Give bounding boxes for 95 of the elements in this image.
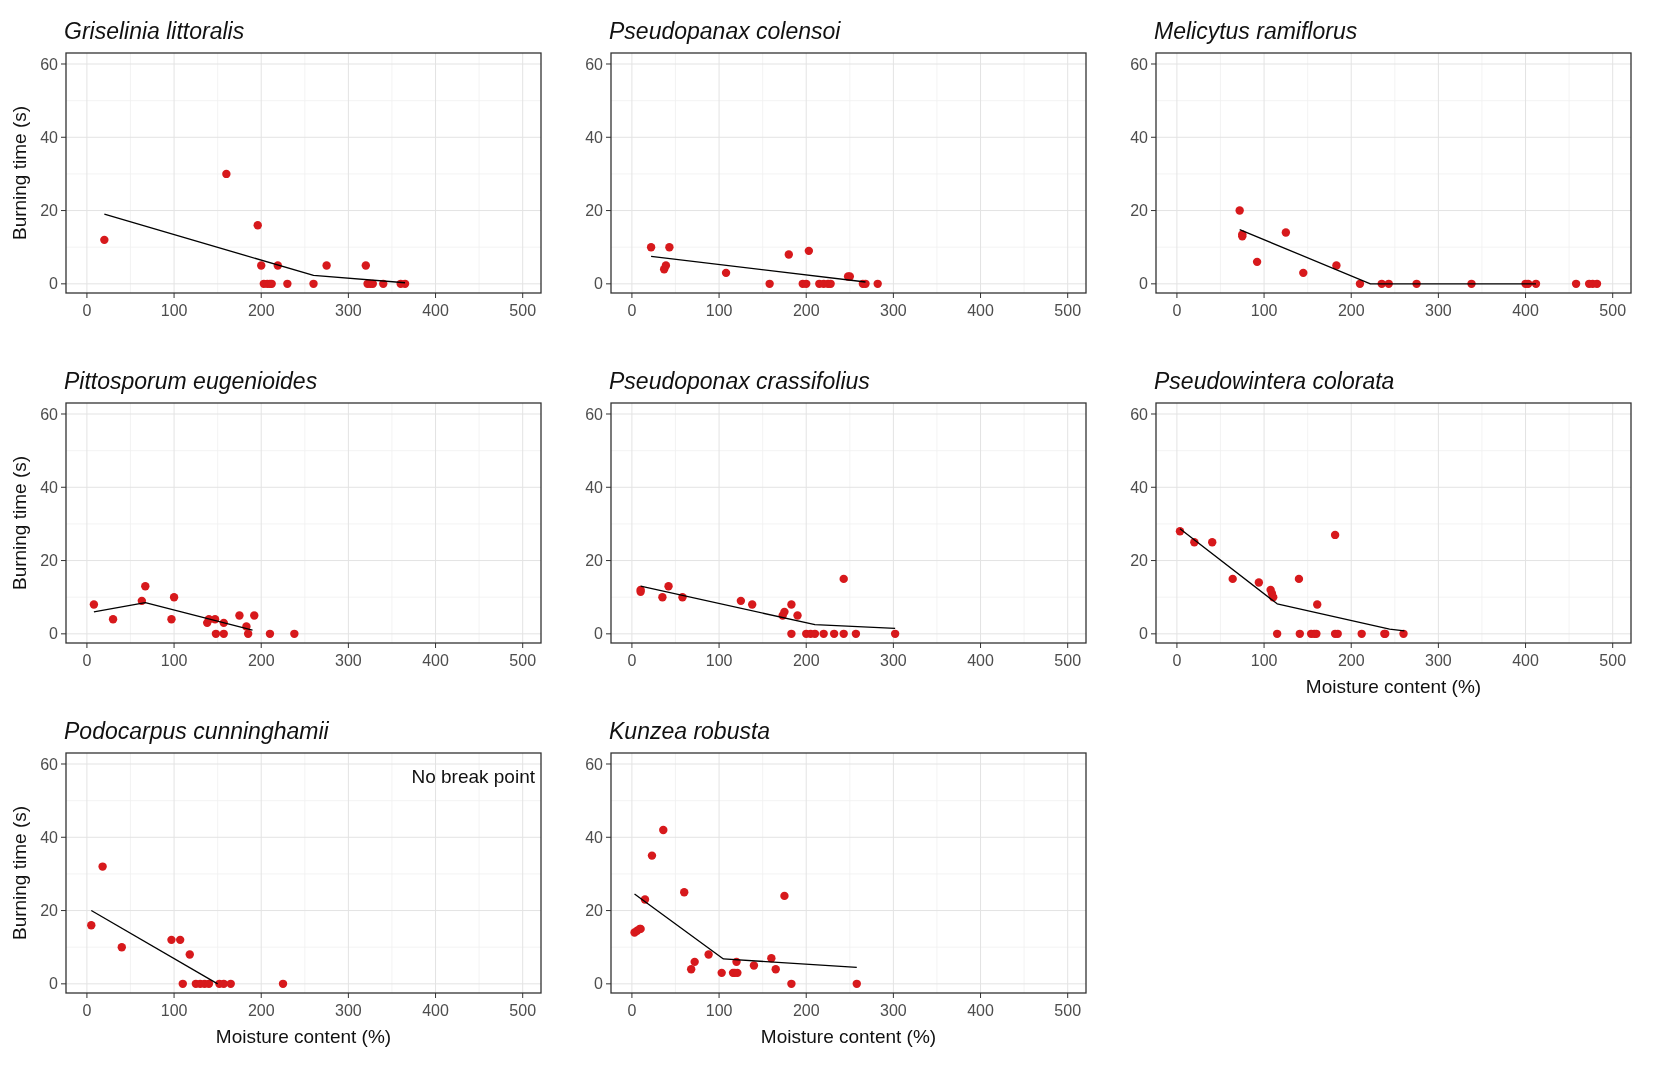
x-tick-label: 100 xyxy=(1250,652,1278,669)
chart-title: Pseudopanax colensoi xyxy=(609,18,842,44)
y-tick-label: 0 xyxy=(49,625,59,643)
y-tick-label: 20 xyxy=(1130,552,1149,570)
x-tick-label: 0 xyxy=(1172,302,1182,319)
y-tick-label: 20 xyxy=(40,202,59,220)
x-tick-label: 0 xyxy=(82,302,92,319)
x-tick-label: 400 xyxy=(967,302,994,319)
x-tick-label: 300 xyxy=(1425,652,1452,669)
chart-title: Kunzea robusta xyxy=(609,718,771,744)
x-tick-label: 500 xyxy=(1054,1002,1082,1019)
x-tick-label: 100 xyxy=(705,302,733,319)
x-tick-label: 0 xyxy=(1172,652,1182,669)
x-tick-label: 200 xyxy=(792,302,820,319)
x-tick-label: 200 xyxy=(1337,302,1365,319)
y-tick-label: 0 xyxy=(1139,275,1149,293)
chart-title: Melicytus ramiflorus xyxy=(1154,18,1358,44)
x-tick-label: 0 xyxy=(82,1002,92,1019)
y-axis-title: Burning time (s) xyxy=(9,805,30,941)
x-tick-label: 400 xyxy=(422,1002,449,1019)
y-tick-label: 40 xyxy=(1130,128,1149,146)
x-tick-label: 100 xyxy=(705,652,733,669)
x-tick-label: 500 xyxy=(1599,652,1627,669)
x-tick-label: 100 xyxy=(1250,302,1278,319)
x-tick-label: 300 xyxy=(880,652,907,669)
x-tick-label: 300 xyxy=(880,1002,907,1019)
y-tick-label: 60 xyxy=(40,755,59,773)
x-tick-label: 500 xyxy=(1599,302,1627,319)
y-tick-label: 40 xyxy=(40,828,59,846)
y-tick-label: 0 xyxy=(49,975,59,993)
x-tick-label: 100 xyxy=(160,652,188,669)
y-axis-title: Burning time (s) xyxy=(9,455,30,591)
chart-title: Pseudowintera colorata xyxy=(1154,368,1395,394)
x-tick-label: 0 xyxy=(627,1002,637,1019)
y-tick-label: 0 xyxy=(594,275,604,293)
x-tick-label: 400 xyxy=(1512,302,1539,319)
chart-title: Pseudoponax crassifolius xyxy=(609,368,871,394)
y-tick-label: 40 xyxy=(1130,478,1149,496)
x-tick-label: 500 xyxy=(509,652,537,669)
x-tick-label: 0 xyxy=(82,652,92,669)
y-tick-label: 40 xyxy=(585,828,604,846)
y-tick-label: 20 xyxy=(40,552,59,570)
y-tick-label: 20 xyxy=(585,902,604,920)
y-tick-label: 20 xyxy=(585,552,604,570)
x-tick-label: 500 xyxy=(1054,652,1082,669)
y-tick-label: 0 xyxy=(594,975,604,993)
x-tick-label: 400 xyxy=(967,1002,994,1019)
x-tick-label: 300 xyxy=(335,652,362,669)
x-tick-label: 300 xyxy=(880,302,907,319)
x-tick-label: 200 xyxy=(792,1002,820,1019)
chart-title: Griselinia littoralis xyxy=(64,18,245,44)
y-tick-label: 0 xyxy=(1139,625,1149,643)
y-tick-label: 60 xyxy=(585,755,604,773)
x-axis-title: Moisture content (%) xyxy=(760,1026,937,1047)
x-axis-title: Moisture content (%) xyxy=(1305,676,1482,697)
y-tick-label: 20 xyxy=(1130,202,1149,220)
x-tick-label: 300 xyxy=(335,302,362,319)
x-tick-label: 200 xyxy=(1337,652,1365,669)
y-tick-label: 60 xyxy=(40,405,59,423)
chart-title: Pittosporum eugenioides xyxy=(64,368,318,394)
x-tick-label: 500 xyxy=(509,1002,537,1019)
x-tick-label: 500 xyxy=(509,302,537,319)
y-tick-label: 40 xyxy=(40,128,59,146)
x-tick-label: 100 xyxy=(160,302,188,319)
y-tick-label: 40 xyxy=(40,478,59,496)
y-tick-label: 60 xyxy=(585,55,604,73)
x-tick-label: 200 xyxy=(247,652,275,669)
x-axis-title: Moisture content (%) xyxy=(215,1026,392,1047)
y-tick-label: 0 xyxy=(594,625,604,643)
y-tick-label: 40 xyxy=(585,128,604,146)
x-tick-label: 100 xyxy=(160,1002,188,1019)
y-tick-label: 20 xyxy=(585,202,604,220)
chart-title: Podocarpus cunninghamii xyxy=(64,718,330,744)
x-tick-label: 200 xyxy=(792,652,820,669)
x-tick-label: 400 xyxy=(422,302,449,319)
y-tick-label: 60 xyxy=(585,405,604,423)
x-tick-label: 200 xyxy=(247,1002,275,1019)
x-tick-label: 400 xyxy=(422,652,449,669)
y-tick-label: 0 xyxy=(49,275,59,293)
y-tick-label: 60 xyxy=(1130,405,1149,423)
x-tick-label: 300 xyxy=(1425,302,1452,319)
annotation: No break point xyxy=(411,766,536,787)
x-tick-label: 200 xyxy=(247,302,275,319)
x-tick-label: 0 xyxy=(627,302,637,319)
y-tick-label: 60 xyxy=(40,55,59,73)
x-tick-label: 400 xyxy=(967,652,994,669)
x-tick-label: 0 xyxy=(627,652,637,669)
x-tick-label: 300 xyxy=(335,1002,362,1019)
x-tick-label: 100 xyxy=(705,1002,733,1019)
y-tick-label: 60 xyxy=(1130,55,1149,73)
y-tick-label: 40 xyxy=(585,478,604,496)
y-axis-title: Burning time (s) xyxy=(9,105,30,241)
y-tick-label: 20 xyxy=(40,902,59,920)
x-tick-label: 500 xyxy=(1054,302,1082,319)
x-tick-label: 400 xyxy=(1512,652,1539,669)
